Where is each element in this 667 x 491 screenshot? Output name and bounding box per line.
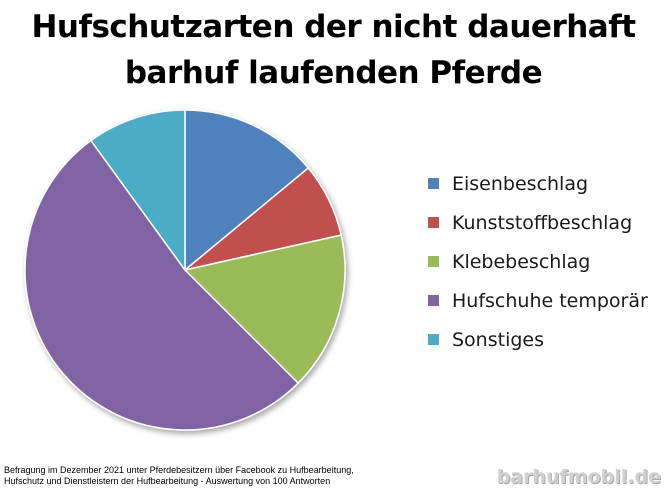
survey-footnote: Befragung im Dezember 2021 unter Pferdeb… xyxy=(4,465,354,487)
pie-slice-klebebeschlag xyxy=(183,234,346,385)
footnote-line-1: Befragung im Dezember 2021 unter Pferdeb… xyxy=(4,465,354,475)
legend-item: Kunststoffbeschlag xyxy=(428,203,648,242)
legend-item: Hufschuhe temporär xyxy=(428,281,648,320)
legend-item: Sonstiges xyxy=(428,320,648,359)
legend-swatch xyxy=(428,217,439,228)
chart-title-line-2: barhuf laufenden Pferde xyxy=(124,55,543,91)
legend-swatch xyxy=(428,256,439,267)
legend-label: Kunststoffbeschlag xyxy=(452,211,633,234)
legend-swatch xyxy=(428,295,439,306)
legend-item: Klebebeschlag xyxy=(428,242,648,281)
legend-swatch xyxy=(428,334,439,345)
pie-slice-sonstiges xyxy=(89,109,186,273)
legend-label: Hufschuhe temporär xyxy=(452,289,648,312)
legend-item: Eisenbeschlag xyxy=(428,164,648,203)
pie-chart xyxy=(24,109,346,431)
pie-slice-eisenbeschlag xyxy=(184,109,310,272)
watermark-logo: barhufmobil.de xyxy=(496,466,661,488)
chart-title: Hufschutzarten der nicht dauerhaft barhu… xyxy=(0,4,667,96)
legend-label: Sonstiges xyxy=(452,328,545,351)
legend-label: Klebebeschlag xyxy=(452,250,591,273)
chart-legend: Eisenbeschlag Kunststoffbeschlag Klebebesc… xyxy=(428,164,648,359)
chart-title-line-1: Hufschutzarten der nicht dauerhaft xyxy=(31,9,636,45)
footnote-line-2: Hufschutz und Dienstleistern der Hufbear… xyxy=(4,476,331,486)
legend-label: Eisenbeschlag xyxy=(452,172,589,195)
legend-swatch xyxy=(428,178,439,189)
pie-slice-hufschuhe-temporär xyxy=(24,139,300,431)
